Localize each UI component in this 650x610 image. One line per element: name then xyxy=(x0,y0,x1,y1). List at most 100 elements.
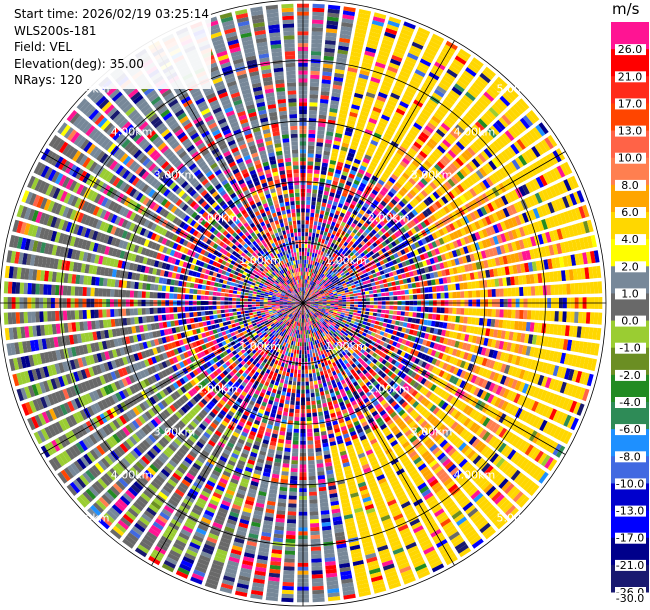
velocity-gate xyxy=(492,309,496,317)
velocity-gate xyxy=(305,224,308,228)
velocity-gate xyxy=(369,291,373,294)
velocity-gate xyxy=(312,31,323,36)
velocity-gate xyxy=(334,300,338,302)
velocity-gate xyxy=(321,375,325,380)
velocity-gate xyxy=(304,327,305,331)
velocity-gate xyxy=(408,284,413,289)
velocity-gate xyxy=(311,209,315,213)
velocity-gate xyxy=(307,189,312,193)
velocity-gate xyxy=(301,327,302,331)
velocity-gate xyxy=(429,294,433,299)
velocity-gate xyxy=(318,380,322,385)
velocity-gate xyxy=(364,288,368,291)
velocity-gate xyxy=(316,233,320,237)
velocity-gate xyxy=(393,306,397,310)
velocity-gate xyxy=(590,312,595,324)
velocity-gate xyxy=(298,374,301,378)
velocity-gate xyxy=(452,316,457,322)
velocity-gate xyxy=(350,299,354,301)
velocity-gate xyxy=(307,354,310,358)
velocity-gate xyxy=(287,523,296,527)
velocity-gate xyxy=(471,317,476,324)
velocity-gate xyxy=(423,281,428,287)
velocity-gate xyxy=(358,299,362,302)
velocity-gate xyxy=(511,310,515,319)
velocity-gate xyxy=(290,357,293,361)
velocity-gate xyxy=(319,107,327,112)
velocity-gate xyxy=(279,491,287,496)
velocity-gate xyxy=(279,495,287,500)
velocity-gate xyxy=(315,444,321,449)
velocity-gate xyxy=(310,264,312,268)
velocity-gate xyxy=(297,378,300,382)
velocity-gate xyxy=(310,252,313,256)
velocity-gate xyxy=(308,146,314,150)
velocity-gate xyxy=(562,284,567,295)
velocity-gate xyxy=(385,292,389,296)
velocity-gate xyxy=(358,308,362,311)
velocity-gate xyxy=(308,244,311,248)
velocity-gate xyxy=(307,169,313,173)
velocity-gate xyxy=(318,408,323,413)
velocity-gate xyxy=(295,413,300,417)
velocity-gate xyxy=(311,63,321,68)
velocity-gate xyxy=(311,551,321,556)
velocity-gate xyxy=(310,381,314,385)
velocity-gate xyxy=(312,405,317,409)
velocity-gate xyxy=(312,349,315,353)
velocity-gate xyxy=(405,290,409,295)
velocity-gate xyxy=(316,150,322,155)
velocity-gate xyxy=(441,308,445,314)
velocity-gate xyxy=(310,94,319,98)
velocity-gate xyxy=(586,312,591,324)
velocity-gate xyxy=(444,285,449,291)
velocity-gate xyxy=(296,338,298,342)
velocity-gate xyxy=(306,382,310,386)
velocity-gate xyxy=(365,291,369,294)
velocity-gate xyxy=(471,281,476,288)
velocity-gate xyxy=(304,346,306,350)
velocity-gate xyxy=(391,282,396,286)
velocity-gate xyxy=(395,281,400,286)
velocity-gate xyxy=(320,178,326,183)
velocity-gate xyxy=(582,283,587,295)
velocity-gate xyxy=(334,299,338,301)
velocity-gate xyxy=(319,367,323,372)
velocity-gate xyxy=(342,306,346,308)
velocity-gate xyxy=(371,282,376,286)
velocity-gate xyxy=(318,123,326,128)
velocity-gate xyxy=(395,321,400,326)
velocity-gate xyxy=(330,305,334,307)
velocity-gate xyxy=(310,503,318,507)
velocity-gate xyxy=(566,312,571,323)
velocity-gate xyxy=(327,304,331,305)
velocity-gate xyxy=(307,185,312,189)
velocity-gate xyxy=(437,307,441,313)
velocity-gate xyxy=(288,352,291,356)
velocity-gate xyxy=(319,384,323,389)
velocity-gate xyxy=(327,301,331,302)
velocity-gate xyxy=(412,312,416,317)
velocity-gate xyxy=(393,311,397,315)
velocity-gate xyxy=(312,594,324,599)
velocity-gate xyxy=(294,350,297,354)
velocity-gate xyxy=(311,547,321,551)
velocity-gate xyxy=(312,35,323,40)
velocity-gate xyxy=(282,415,287,420)
velocity-gate xyxy=(283,574,294,579)
velocity-gate xyxy=(348,289,352,292)
velocity-gate xyxy=(292,456,298,460)
velocity-gate xyxy=(338,310,342,312)
velocity-gate xyxy=(503,310,507,318)
velocity-gate xyxy=(288,384,292,388)
velocity-gate xyxy=(384,283,389,287)
velocity-gate xyxy=(316,396,321,401)
velocity-gate xyxy=(286,535,296,539)
velocity-gate xyxy=(427,320,432,326)
velocity-gate xyxy=(283,412,288,417)
velocity-gate xyxy=(302,315,303,319)
velocity-gate xyxy=(294,369,297,373)
velocity-gate xyxy=(354,307,358,310)
velocity-gate xyxy=(330,299,334,301)
velocity-gate xyxy=(312,253,315,257)
